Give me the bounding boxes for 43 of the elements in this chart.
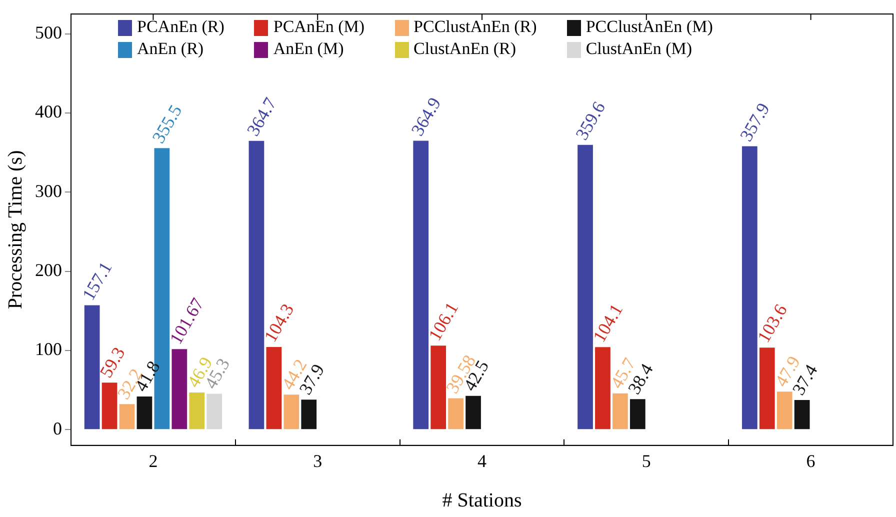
legend-label: PCClustAnEn (M) [586, 17, 713, 37]
bar [84, 305, 100, 430]
bar [248, 140, 264, 430]
bar [759, 348, 775, 430]
legend-label: AnEn (R) [137, 39, 204, 59]
bar [119, 404, 135, 430]
x-axis-title: # Stations [442, 489, 522, 512]
bar [595, 347, 610, 430]
bar [430, 346, 446, 430]
legend-label: AnEn (M) [273, 39, 344, 59]
y-tick-label: 500 [35, 22, 62, 43]
bar [578, 144, 593, 430]
bar [612, 393, 628, 430]
y-tick-label: 300 [35, 180, 62, 201]
y-axis-title: Processing Time (s) [4, 150, 26, 310]
x-tick-label: 4 [478, 450, 486, 471]
bar [413, 140, 429, 430]
x-tick-label: 3 [313, 450, 322, 471]
legend-label: PCAnEn (M) [273, 17, 365, 37]
bar [102, 382, 118, 430]
y-tick-label: 400 [35, 102, 62, 122]
bar [266, 347, 282, 430]
x-tick-label: 5 [642, 450, 651, 471]
y-tick-label: 100 [35, 339, 62, 360]
x-tick-label: 2 [148, 450, 158, 471]
legend-label: ClustAnEn (R) [414, 39, 516, 59]
bar [172, 349, 188, 430]
bar [206, 394, 222, 430]
legend-label: ClustAnEn (M) [586, 39, 692, 59]
legend-label: PCClustAnEn (R) [414, 17, 537, 37]
bar [630, 399, 646, 430]
y-tick-label: 200 [35, 260, 62, 280]
bar [794, 400, 810, 430]
bar [742, 146, 758, 430]
bar [189, 392, 205, 430]
bar [284, 394, 300, 430]
y-tick-label: 0 [53, 418, 62, 438]
x-tick-label: 6 [806, 450, 816, 471]
legend-label: PCAnEn (R) [137, 17, 224, 37]
bar [301, 400, 317, 430]
bar [448, 398, 464, 430]
bar [776, 392, 792, 430]
bar [466, 396, 481, 430]
